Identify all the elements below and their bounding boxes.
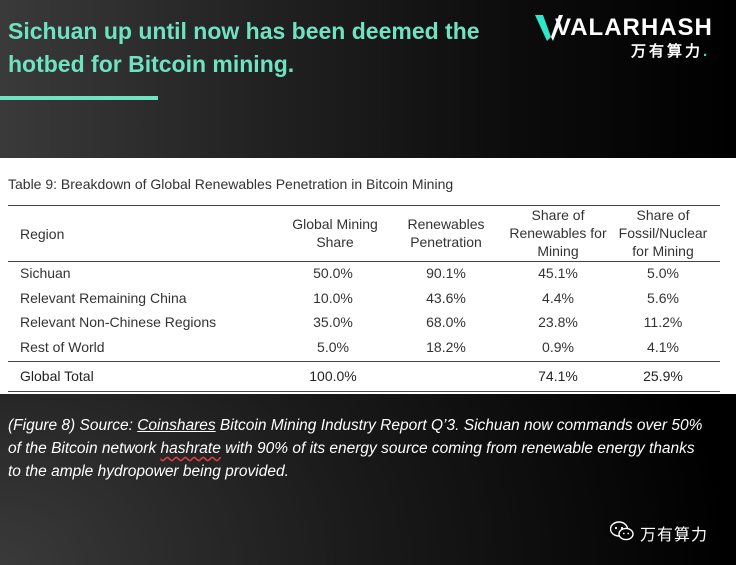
table-row: Rest of World 5.0% 18.2% 0.9% 4.1% [8,334,720,359]
cell-global-mining-share: 35.0% [313,314,353,330]
total-global-mining-share: 100.0% [309,368,357,384]
source-word-hashrate: hashrate [160,440,221,457]
total-share-fossil: 25.9% [643,368,683,384]
source-caption: (Figure 8) Source: Coinshares Bitcoin Mi… [8,414,708,483]
cell-share-fossil: 11.2% [643,314,683,330]
source-text-part2: Bitcoin Mining Industry Report Q’3. Sich… [8,417,703,457]
column-header-renewables-penetration: Renewables Penetration [407,216,485,250]
cell-share-renewables: 45.1% [538,265,578,281]
cell-share-fossil: 5.6% [647,289,679,306]
valarhash-logo: VALARHASH 万有算力. [535,10,730,62]
source-text-part3: with 90% of its energy source coming fro… [8,440,695,480]
source-link-coinshares[interactable]: Coinshares [137,417,216,434]
cell-global-mining-share: 10.0% [313,289,353,306]
logo-chinese-name: 万有算力. [631,40,710,61]
column-header-region: Region [20,226,65,242]
table-body: Sichuan 50.0% 90.1% 45.1% 5.0% Relevant … [8,260,720,358]
cell-global-mining-share: 5.0% [317,338,349,355]
total-share-renewables: 74.1% [538,368,578,384]
cell-share-renewables: 0.9% [542,338,574,355]
table-row: Relevant Remaining China 10.0% 43.6% 4.4… [8,285,720,310]
cell-region: Sichuan [20,265,71,281]
logo-wordmark: VALARHASH [555,14,713,41]
total-label: Global Total [20,368,94,384]
cell-share-fossil: 5.0% [647,265,679,281]
cell-renewables-penetration: 43.6% [426,289,466,306]
table-panel: Table 9: Breakdown of Global Renewables … [0,158,736,394]
cell-region: Relevant Remaining China [20,289,187,306]
cell-share-renewables: 4.4% [542,289,574,306]
wechat-icon [610,521,634,541]
column-header-share-renewables: Share of Renewables for Mining [509,207,607,259]
table-row: Sichuan 50.0% 90.1% 45.1% 5.0% [8,260,720,285]
source-text-part1: (Figure 8) Source: [8,417,138,434]
headline: Sichuan up until now has been deemed the… [8,18,480,77]
table-caption: Table 9: Breakdown of Global Renewables … [8,176,454,192]
table-total-row: Global Total 100.0% 74.1% 25.9% [8,361,720,392]
cell-share-renewables: 23.8% [538,314,578,330]
column-header-global-mining-share: Global Mining Share [292,216,378,250]
cell-renewables-penetration: 68.0% [426,314,466,330]
logo-chinese-text: 万有算力 [631,43,704,60]
wechat-watermark: 万有算力 [610,518,730,546]
cell-renewables-penetration: 18.2% [426,338,466,355]
cell-share-fossil: 4.1% [647,338,679,355]
cell-region: Relevant Non-Chinese Regions [20,314,217,330]
table-header: Region Global Mining Share Renewables Pe… [8,205,720,262]
table-row: Relevant Non-Chinese Regions 35.0% 68.0%… [8,309,720,334]
cell-renewables-penetration: 90.1% [426,265,466,281]
column-header-share-fossil-nuclear: Share of Fossil/Nuclear for Mining [618,207,708,259]
cell-region: Rest of World [20,338,105,355]
cell-global-mining-share: 50.0% [313,265,353,281]
wechat-account-name: 万有算力 [640,527,709,544]
accent-underline [0,96,158,100]
logo-mark-icon [535,15,563,41]
logo-dot: . [703,43,711,60]
